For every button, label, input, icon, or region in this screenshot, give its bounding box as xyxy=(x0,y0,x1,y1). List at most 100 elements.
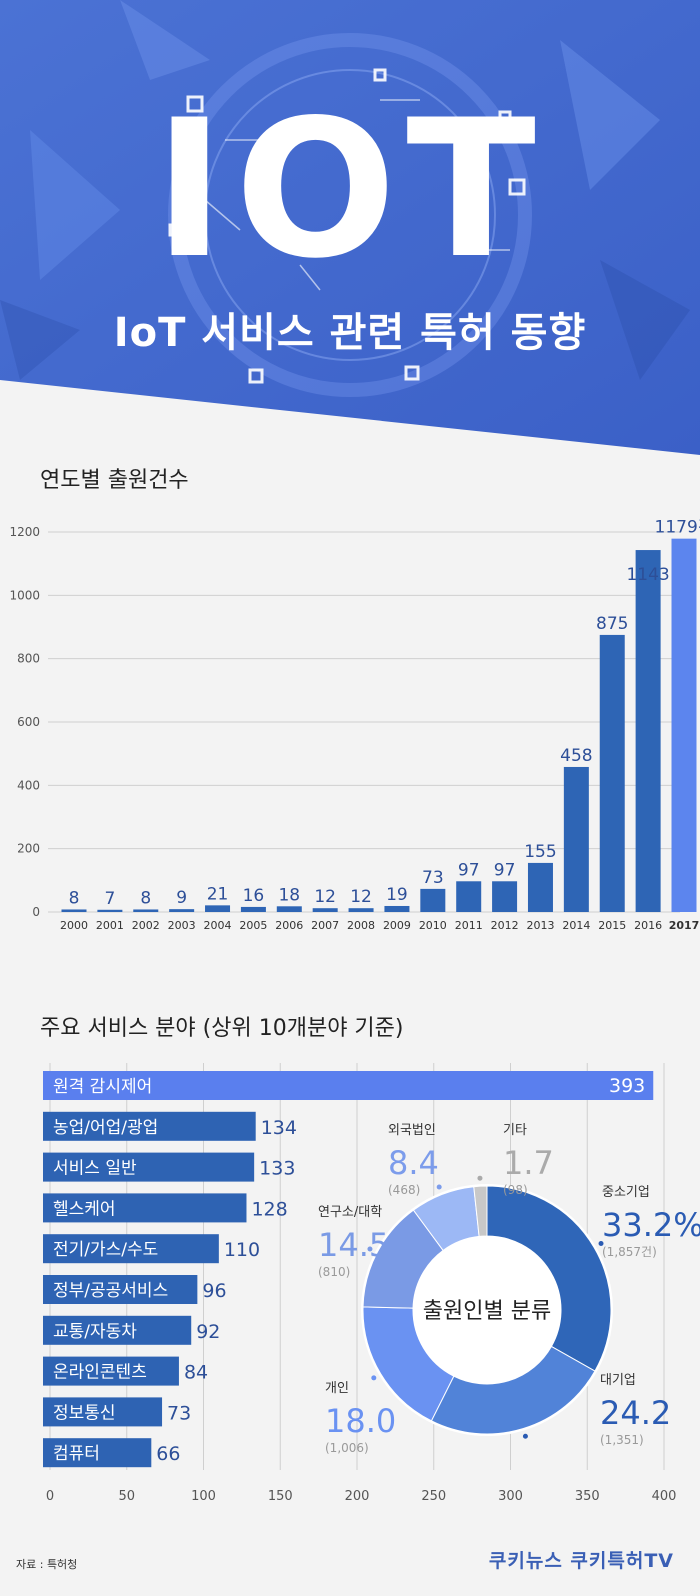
donut-slice-name: 대기업 xyxy=(600,1373,636,1388)
hbar xyxy=(43,1397,163,1427)
y-tick-label: 1000 xyxy=(9,588,40,602)
donut-slice-percent: 33.2% xyxy=(602,1206,700,1244)
y-tick-label: 200 xyxy=(17,842,40,856)
leader-dot xyxy=(436,1184,442,1190)
donut-slice-name: 기타 xyxy=(503,1123,527,1138)
bar xyxy=(97,909,123,912)
hero-banner xyxy=(0,0,700,455)
hbar xyxy=(43,1193,247,1223)
hbar xyxy=(43,1152,255,1182)
hbar-value-label: 66 xyxy=(156,1443,180,1465)
donut-slice xyxy=(430,1345,596,1435)
x-tick-label: 2006 xyxy=(275,919,303,932)
x-tick-label: 2016 xyxy=(634,919,662,932)
hbar-value-label: 84 xyxy=(184,1362,208,1384)
leader-dot xyxy=(598,1241,604,1247)
bar-value-label: 21 xyxy=(207,884,229,904)
bar xyxy=(240,906,266,912)
x-tick-label: 2008 xyxy=(347,919,375,932)
bar-value-label: 19 xyxy=(386,885,408,905)
hbar-category-label: 전기/가스/수도 xyxy=(53,1240,158,1260)
y-tick-label: 600 xyxy=(17,715,40,729)
leader-dot xyxy=(477,1175,483,1181)
page-title: IoT 서비스 관련 특허 동향 xyxy=(113,310,587,356)
x-tick-label: 2015 xyxy=(598,919,626,932)
hbar xyxy=(43,1275,198,1304)
bar xyxy=(312,908,338,912)
hbar-category-label: 교통/자동차 xyxy=(53,1322,137,1342)
donut-slice-count: (1,006) xyxy=(325,1441,369,1455)
y-tick-label: 400 xyxy=(17,778,40,792)
y-tick-label: 0 xyxy=(32,905,40,919)
leader-dot xyxy=(367,1246,373,1252)
service-field-title: 주요 서비스 분야 (상위 10개분야 기준) xyxy=(40,1016,404,1041)
bar-value-label: 458 xyxy=(560,746,592,766)
bar xyxy=(492,881,518,912)
x-tick-label: 2002 xyxy=(132,919,160,932)
y-tick-label: 1200 xyxy=(9,525,40,539)
x-tick-label: 2004 xyxy=(204,919,232,932)
bar-value-label: 875 xyxy=(596,614,628,634)
x-tick-label: 2012 xyxy=(491,919,519,932)
bar-value-label: 97 xyxy=(494,860,516,880)
donut-slice-count: (1,351) xyxy=(600,1433,644,1447)
hbar-category-label: 원격 감시제어 xyxy=(53,1077,152,1097)
hbar-value-label: 73 xyxy=(167,1402,191,1424)
x-tick-label: 100 xyxy=(191,1489,216,1504)
donut-slice-percent: 1.7 xyxy=(503,1144,554,1182)
x-tick-label: 2005 xyxy=(239,919,267,932)
bar xyxy=(671,538,697,912)
bar-value-label: 16 xyxy=(243,886,265,906)
donut-slice-name: 외국법인 xyxy=(388,1123,436,1138)
donut-slice-percent: 8.4 xyxy=(388,1144,439,1182)
hbar xyxy=(43,1071,654,1100)
bar-value-label: 8 xyxy=(140,888,151,908)
source-note: 자료 : 특허청 xyxy=(16,1558,78,1571)
bar xyxy=(384,905,410,912)
hbar-category-label: 컴퓨터 xyxy=(53,1444,100,1464)
x-tick-label: 2001 xyxy=(96,919,124,932)
donut-hole xyxy=(414,1237,560,1383)
x-tick-label: 2014 xyxy=(562,919,590,932)
bar-value-label: 12 xyxy=(314,887,336,907)
x-tick-label: 400 xyxy=(652,1489,677,1504)
hbar-category-label: 온라인콘텐츠 xyxy=(53,1363,147,1383)
donut-slice-count: (98) xyxy=(503,1183,528,1197)
x-tick-label: 2017 xyxy=(669,919,700,932)
yearly-chart-title: 연도별 출원건수 xyxy=(40,468,189,493)
x-tick-label: 200 xyxy=(345,1489,370,1504)
x-tick-label: 2000 xyxy=(60,919,88,932)
hbar-value-label: 92 xyxy=(196,1321,220,1343)
x-tick-label: 50 xyxy=(118,1489,135,1504)
hbar-category-label: 헬스케어 xyxy=(53,1199,116,1219)
hbar-value-label: 128 xyxy=(251,1198,287,1220)
donut-center-label: 출원인별 분류 xyxy=(423,1299,551,1324)
leader-dot xyxy=(522,1433,528,1439)
bar-value-label: 7 xyxy=(104,889,115,909)
donut-slice-percent: 18.0 xyxy=(325,1402,396,1440)
bar-value-label: 73 xyxy=(422,868,444,888)
hbar xyxy=(43,1315,192,1345)
bar-value-label: 1179건 xyxy=(655,518,700,538)
donut-slice-name: 개인 xyxy=(325,1381,349,1396)
x-tick-label: 2007 xyxy=(311,919,339,932)
hbar-category-label: 서비스 일반 xyxy=(53,1159,137,1179)
donut-slice-count: (468) xyxy=(388,1183,420,1197)
donut-slice-name: 중소기업 xyxy=(602,1185,650,1200)
hbar xyxy=(43,1234,219,1264)
hbar-value-label: 134 xyxy=(261,1117,297,1139)
hbar xyxy=(43,1111,256,1141)
x-tick-label: 350 xyxy=(575,1489,600,1504)
hbar-value-label: 133 xyxy=(259,1158,295,1180)
bar-value-label: 155 xyxy=(524,842,556,862)
x-tick-label: 150 xyxy=(268,1489,293,1504)
x-tick-label: 2013 xyxy=(526,919,554,932)
bar xyxy=(276,906,302,912)
bar-value-label: 8 xyxy=(69,888,80,908)
bar xyxy=(599,634,625,912)
bar xyxy=(133,909,159,912)
bar-value-label: 1143 xyxy=(626,565,669,585)
hbar-value-label: 393 xyxy=(609,1075,645,1097)
